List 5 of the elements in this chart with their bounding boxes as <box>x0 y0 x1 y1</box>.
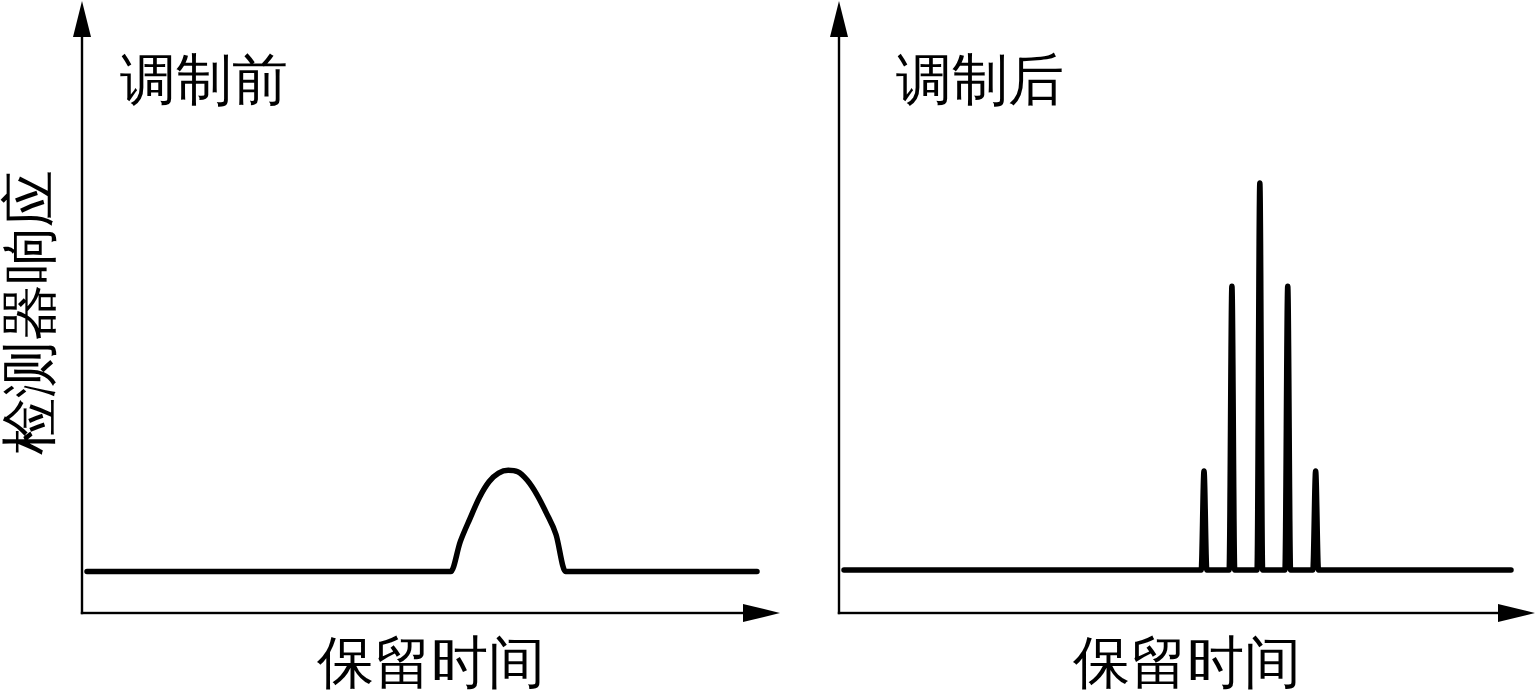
xlabel: 保留时间 <box>317 629 545 693</box>
ylabel: 检测器响应 <box>0 169 62 455</box>
title: 调制后 <box>896 46 1064 112</box>
xlabel: 保留时间 <box>1073 629 1301 693</box>
title: 调制前 <box>120 46 288 112</box>
